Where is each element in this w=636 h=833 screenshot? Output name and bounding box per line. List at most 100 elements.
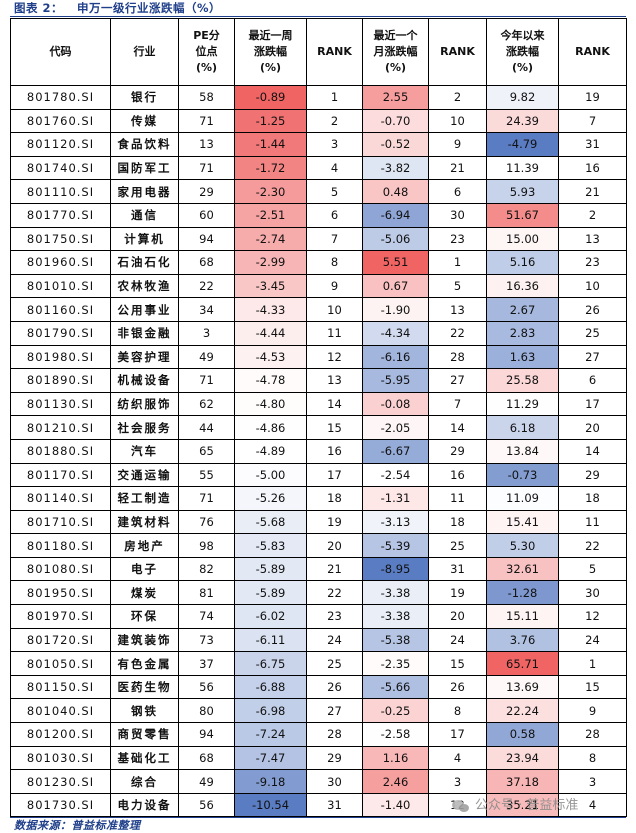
- cell-code: 801120.SI: [10, 132, 111, 157]
- cell-ytd-return: 2.83: [486, 320, 559, 346]
- header-month-rank: RANK: [428, 18, 487, 86]
- cell-week-return: -10.54: [234, 792, 307, 818]
- cell-month-rank: 9: [428, 132, 487, 157]
- cell-month-rank: 13: [428, 297, 487, 322]
- cell-week-return: -5.89: [234, 580, 307, 606]
- cell-ytd-return: 32.61: [486, 556, 559, 582]
- cell-ytd-rank: 25: [558, 320, 627, 346]
- cell-month-rank: 1: [428, 250, 487, 275]
- cell-pe: 71: [178, 155, 235, 181]
- header-month-return: 最近一个月涨跌幅(%): [362, 18, 429, 86]
- cell-code: 801040.SI: [10, 698, 111, 724]
- cell-ytd-return: 5.30: [486, 533, 559, 558]
- cell-week-return: -4.89: [234, 438, 307, 464]
- cell-month-rank: 25: [428, 533, 487, 558]
- cell-industry: 银行: [110, 85, 179, 110]
- cell-industry: 机械设备: [110, 368, 179, 393]
- cell-industry: 电子: [110, 556, 179, 582]
- cell-month-return: -1.31: [362, 486, 429, 511]
- cell-month-return: -2.35: [362, 651, 429, 676]
- cell-ytd-rank: 6: [558, 368, 627, 393]
- cell-week-return: -1.25: [234, 108, 307, 134]
- cell-ytd-return: 13.69: [486, 674, 559, 700]
- caption-label: 图表 2：: [14, 1, 64, 15]
- cell-code: 801080.SI: [10, 556, 111, 582]
- cell-month-rank: 19: [428, 580, 487, 606]
- cell-month-rank: 2: [428, 85, 487, 110]
- cell-week-rank: 6: [306, 202, 363, 228]
- table-row: 801200.SI 商贸零售 94 -7.24 28 -2.58 17 0.58 28: [10, 722, 627, 747]
- table-row: 801790.SI 非银金融 3 -4.44 11 -4.34 22 2.83 25: [10, 320, 627, 346]
- cell-industry: 综合: [110, 769, 179, 794]
- cell-code: 801730.SI: [10, 792, 111, 818]
- industry-returns-table: 代码 行业 PE分位点(%) 最近一周涨跌幅(%) RANK 最近一个月涨跌幅(…: [10, 18, 627, 818]
- cell-week-rank: 24: [306, 627, 363, 653]
- cell-pe: 71: [178, 108, 235, 134]
- cell-month-return: -6.67: [362, 438, 429, 464]
- caption-rule: [10, 16, 626, 17]
- cell-week-rank: 7: [306, 226, 363, 252]
- cell-week-rank: 16: [306, 438, 363, 464]
- cell-month-return: 0.67: [362, 273, 429, 299]
- table-row: 801040.SI 钢铁 80 -6.98 27 -0.25 8 22.24 9: [10, 698, 627, 724]
- cell-ytd-return: 65.71: [486, 651, 559, 676]
- cell-week-rank: 25: [306, 651, 363, 676]
- cell-month-return: -8.95: [362, 556, 429, 582]
- cell-month-return: 0.48: [362, 179, 429, 204]
- cell-ytd-return: 0.58: [486, 722, 559, 747]
- cell-industry: 轻工制造: [110, 486, 179, 511]
- table-row: 801880.SI 汽车 65 -4.89 16 -6.67 29 13.84 14: [10, 438, 627, 464]
- cell-week-rank: 29: [306, 745, 363, 771]
- cell-month-rank: 23: [428, 226, 487, 252]
- cell-month-rank: 27: [428, 368, 487, 393]
- cell-code: 801180.SI: [10, 533, 111, 558]
- cell-month-rank: 31: [428, 556, 487, 582]
- cell-week-return: -5.89: [234, 556, 307, 582]
- header-ytd-return: 今年以来涨跌幅(%): [486, 18, 559, 86]
- cell-month-return: -0.25: [362, 698, 429, 724]
- cell-pe: 37: [178, 651, 235, 676]
- cell-ytd-return: 15.11: [486, 604, 559, 629]
- cell-pe: 81: [178, 580, 235, 606]
- cell-pe: 56: [178, 792, 235, 818]
- caption-title: 申万一级行业涨跌幅（%）: [77, 1, 222, 15]
- cell-month-rank: 4: [428, 745, 487, 771]
- cell-ytd-return: 23.94: [486, 745, 559, 771]
- cell-month-return: -6.16: [362, 344, 429, 370]
- table-row: 801110.SI 家用电器 29 -2.30 5 0.48 6 5.93 21: [10, 179, 627, 204]
- header-code: 代码: [10, 18, 111, 86]
- cell-industry: 国防军工: [110, 155, 179, 181]
- cell-month-rank: 26: [428, 674, 487, 700]
- table-row: 801970.SI 环保 74 -6.02 23 -3.38 20 15.11 12: [10, 604, 627, 629]
- cell-month-rank: 8: [428, 698, 487, 724]
- cell-month-return: -1.90: [362, 297, 429, 322]
- cell-month-rank: 21: [428, 155, 487, 181]
- table-row: 801130.SI 纺织服饰 62 -4.80 14 -0.08 7 11.29 17: [10, 391, 627, 417]
- cell-ytd-rank: 27: [558, 344, 627, 370]
- cell-month-rank: 3: [428, 769, 487, 794]
- cell-ytd-return: -0.73: [486, 462, 559, 488]
- cell-week-rank: 9: [306, 273, 363, 299]
- cell-week-rank: 5: [306, 179, 363, 204]
- cell-week-return: -2.99: [234, 250, 307, 275]
- table-row: 801140.SI 轻工制造 71 -5.26 18 -1.31 11 11.09 18: [10, 486, 627, 511]
- cell-ytd-return: 3.76: [486, 627, 559, 653]
- cell-industry: 社会服务: [110, 415, 179, 440]
- cell-week-rank: 1: [306, 85, 363, 110]
- cell-pe: 58: [178, 85, 235, 110]
- cell-ytd-return: 22.24: [486, 698, 559, 724]
- cell-week-rank: 22: [306, 580, 363, 606]
- cell-ytd-rank: 11: [558, 509, 627, 535]
- cell-month-return: -0.08: [362, 391, 429, 417]
- table-row: 801030.SI 基础化工 68 -7.47 29 1.16 4 23.94 8: [10, 745, 627, 771]
- table-row: 801010.SI 农林牧渔 22 -3.45 9 0.67 5 16.36 10: [10, 273, 627, 299]
- table-row: 801720.SI 建筑装饰 73 -6.11 24 -5.38 24 3.76 24: [10, 627, 627, 653]
- cell-ytd-rank: 19: [558, 85, 627, 110]
- header-ytd-rank: RANK: [558, 18, 627, 86]
- cell-week-return: -4.44: [234, 320, 307, 346]
- cell-week-rank: 23: [306, 604, 363, 629]
- cell-ytd-return: -1.28: [486, 580, 559, 606]
- cell-ytd-return: 37.18: [486, 769, 559, 794]
- cell-month-rank: 28: [428, 344, 487, 370]
- cell-pe: 62: [178, 391, 235, 417]
